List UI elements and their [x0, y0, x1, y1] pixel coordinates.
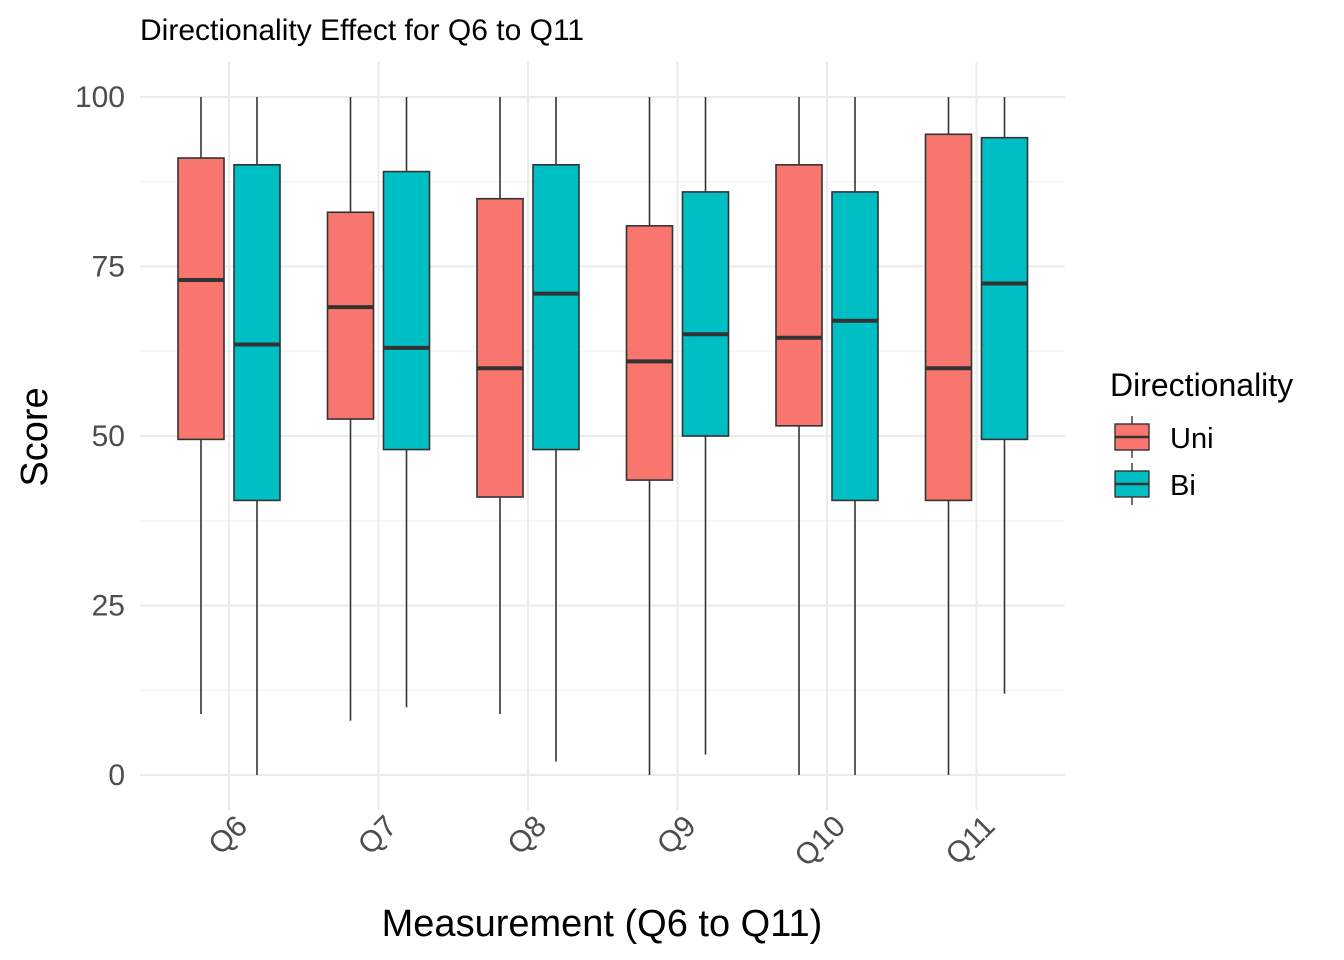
legend-item-uni: Uni: [1114, 416, 1214, 458]
box-body: [980, 136, 1029, 441]
box-body: [532, 164, 580, 451]
y-tick-labels: 0 25 50 75 100: [75, 81, 125, 792]
x-tick-label: Q7: [352, 810, 404, 862]
legend-label: Bi: [1170, 470, 1196, 502]
x-tick-label: Q9: [651, 810, 703, 862]
boxes: [177, 97, 1029, 775]
x-tick-label: Q11: [940, 810, 1002, 872]
x-axis-title: Measurement (Q6 to Q11): [382, 903, 823, 945]
box-body: [382, 170, 431, 451]
box-body: [625, 225, 674, 481]
grid: [140, 62, 1065, 810]
y-tick-label: 25: [92, 590, 125, 623]
legend-title: Directionality: [1110, 367, 1293, 403]
y-tick-label: 100: [75, 81, 125, 114]
legend: Directionality Uni Bi: [1110, 367, 1293, 505]
box-body: [476, 197, 524, 498]
box-uni-q6: [177, 97, 225, 714]
y-axis-title: Score: [14, 387, 56, 486]
y-tick-label: 0: [108, 759, 125, 792]
legend-items: Uni Bi: [1114, 416, 1214, 505]
box-body: [831, 191, 879, 502]
box-body: [775, 164, 823, 427]
x-tick-label: Q8: [501, 810, 553, 862]
box-uni-q7: [326, 97, 375, 721]
box-uni-q11: [924, 97, 973, 775]
box-body: [233, 164, 281, 502]
box-bi-q6: [233, 97, 281, 775]
box-body: [681, 191, 730, 437]
box-bi-q10: [831, 97, 879, 775]
box-uni-q8: [476, 97, 524, 714]
y-tick-label: 75: [92, 251, 125, 284]
box-uni-q10: [775, 97, 823, 775]
box-body: [924, 133, 973, 502]
legend-item-bi: Bi: [1114, 463, 1196, 505]
x-tick-label: Q10: [789, 810, 852, 873]
x-tick-label: Q6: [202, 810, 254, 862]
chart-title: Directionality Effect for Q6 to Q11: [140, 14, 584, 47]
box-uni-q9: [625, 97, 674, 775]
box-bi-q11: [980, 97, 1029, 694]
box-body: [326, 211, 375, 420]
legend-label: Uni: [1170, 423, 1214, 455]
x-tick-labels: Q6 Q7 Q8 Q9 Q10 Q11: [202, 810, 1001, 873]
box-bi-q8: [532, 97, 580, 762]
box-bi-q7: [382, 97, 431, 708]
box-bi-q9: [681, 97, 730, 755]
box-body: [177, 157, 225, 441]
y-tick-label: 50: [92, 420, 125, 453]
